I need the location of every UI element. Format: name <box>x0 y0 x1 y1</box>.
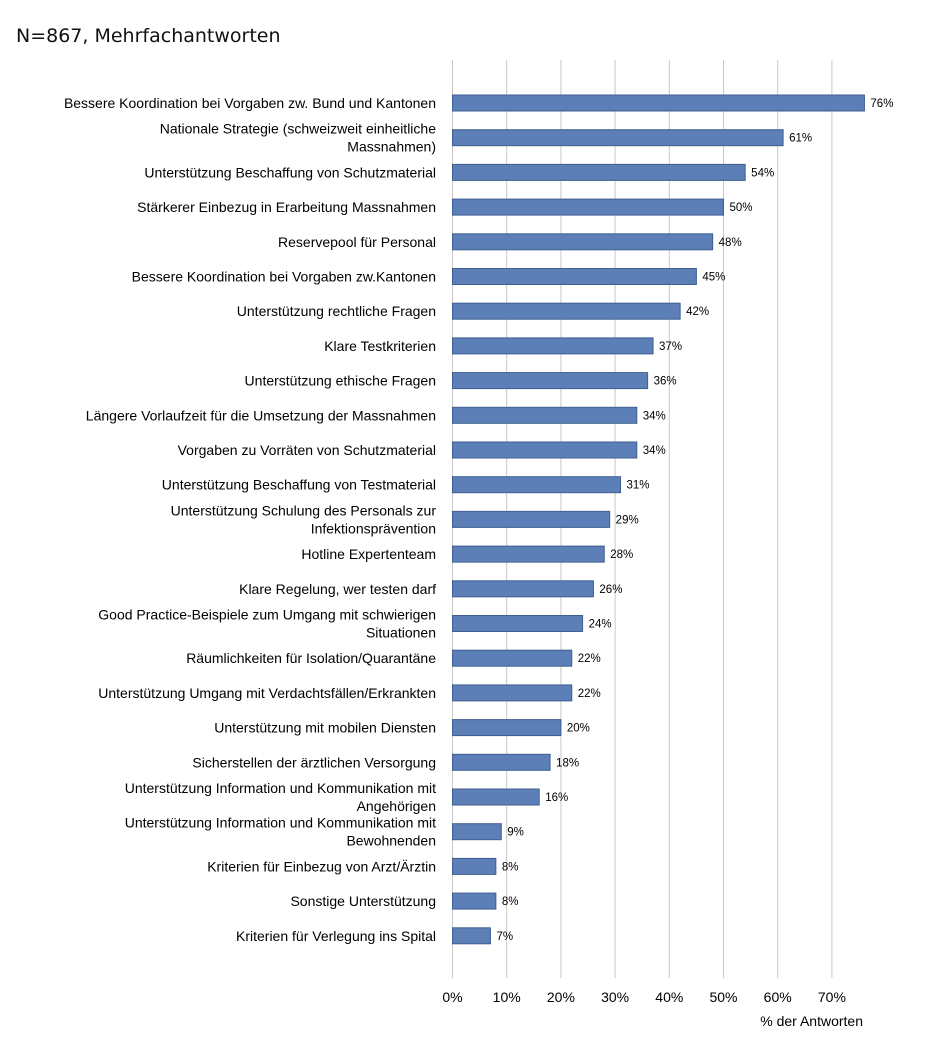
bar <box>452 268 697 285</box>
category-label: Kriterien für Einbezug von Arzt/Ärztin <box>207 858 436 874</box>
data-label: 29% <box>616 514 639 526</box>
data-label: 26% <box>599 584 622 596</box>
data-label: 7% <box>496 931 513 943</box>
bar <box>452 198 724 216</box>
bar <box>452 823 502 841</box>
bar <box>452 510 611 528</box>
bar <box>452 892 497 910</box>
data-label: 28% <box>610 549 633 561</box>
data-label: 16% <box>545 792 568 804</box>
data-label: 34% <box>643 445 666 457</box>
x-tick-label: 30% <box>601 989 629 1005</box>
bar <box>452 441 638 459</box>
category-label: Unterstützung mit mobilen Diensten <box>214 720 436 736</box>
category-label: Sonstige Unterstützung <box>290 893 436 909</box>
bar <box>452 372 649 390</box>
category-label: Situationen <box>366 625 436 641</box>
bar <box>452 476 622 494</box>
bar <box>452 684 573 702</box>
category-label: Bessere Koordination bei Vorgaben zw. Bu… <box>64 95 436 111</box>
bar <box>452 233 714 251</box>
category-label: Massnahmen) <box>347 139 436 155</box>
data-label: 18% <box>556 757 579 769</box>
data-label: 8% <box>502 861 519 873</box>
bar <box>452 406 638 424</box>
x-tick-label: 70% <box>818 989 846 1005</box>
bar <box>452 719 562 737</box>
category-label: Räumlichkeiten für Isolation/Quarantäne <box>186 650 436 666</box>
category-label: Unterstützung Beschaffung von Testmateri… <box>162 477 436 493</box>
bar <box>452 337 654 355</box>
data-label: 22% <box>578 688 601 700</box>
x-tick-label: 0% <box>442 989 462 1005</box>
category-label: Unterstützung Beschaffung von Schutzmate… <box>144 164 436 180</box>
data-label: 24% <box>589 619 612 631</box>
x-tick-label: 20% <box>547 989 575 1005</box>
bar <box>452 615 584 632</box>
category-label: Vorgaben zu Vorräten von Schutzmaterial <box>178 442 436 458</box>
bar <box>452 753 551 771</box>
bar <box>452 545 605 563</box>
data-label: 54% <box>751 167 774 179</box>
data-label: 8% <box>502 896 519 908</box>
category-label: Reservepool für Personal <box>278 234 436 250</box>
bar <box>452 302 681 320</box>
data-label: 22% <box>578 653 601 665</box>
bar <box>452 94 865 112</box>
category-label: Klare Testkriterien <box>324 338 436 354</box>
category-label: Stärkerer Einbezug in Erarbeitung Massna… <box>137 199 436 215</box>
bar <box>452 129 784 147</box>
data-label: 37% <box>659 341 682 353</box>
category-label: Unterstützung Information und Kommunikat… <box>125 780 436 796</box>
category-label: Angehörigen <box>357 798 436 814</box>
x-axis-title: % der Antworten <box>760 1013 863 1029</box>
category-label: Hotline Expertenteam <box>301 546 436 562</box>
category-label: Klare Regelung, wer testen darf <box>239 581 436 597</box>
category-label: Infektionsprävention <box>311 520 436 536</box>
category-label: Unterstützung Schulung des Personals zur <box>171 502 437 518</box>
category-label: Bessere Koordination bei Vorgaben zw.Kan… <box>132 269 436 285</box>
category-label: Bewohnenden <box>346 833 436 849</box>
bar <box>452 649 573 667</box>
data-label: 36% <box>654 376 677 388</box>
data-label: 34% <box>643 410 666 422</box>
data-label: 42% <box>686 306 709 318</box>
category-label: Sicherstellen der ärztlichen Versorgung <box>192 754 436 770</box>
category-label: Unterstützung rechtliche Fragen <box>237 303 436 319</box>
category-label: Unterstützung ethische Fragen <box>245 373 436 389</box>
category-label: Good Practice-Beispiele zum Umgang mit s… <box>98 607 436 623</box>
data-label: 20% <box>567 723 590 735</box>
category-label: Längere Vorlaufzeit für die Umsetzung de… <box>86 407 436 423</box>
x-tick-label: 40% <box>655 989 683 1005</box>
bar <box>452 580 594 598</box>
data-label: 76% <box>870 98 893 110</box>
data-label: 45% <box>702 272 725 284</box>
category-label: Nationale Strategie (schweizweit einheit… <box>160 121 436 137</box>
data-label: 61% <box>789 133 812 145</box>
category-label: Unterstützung Umgang mit Verdachtsfällen… <box>98 685 436 701</box>
x-tick-label: 10% <box>493 989 521 1005</box>
data-label: 9% <box>507 827 524 839</box>
x-tick-label: 50% <box>709 989 737 1005</box>
x-tick-label: 60% <box>764 989 792 1005</box>
category-label: Unterstützung Information und Kommunikat… <box>125 815 436 831</box>
data-label: 48% <box>719 237 742 249</box>
data-label: 50% <box>730 202 753 214</box>
bar <box>452 788 540 806</box>
bar <box>452 927 491 945</box>
category-label: Kriterien für Verlegung ins Spital <box>236 928 436 944</box>
bar <box>452 857 497 875</box>
bar <box>452 163 746 181</box>
data-label: 31% <box>627 480 650 492</box>
chart-title: N=867, Mehrfachantworten <box>16 25 281 47</box>
